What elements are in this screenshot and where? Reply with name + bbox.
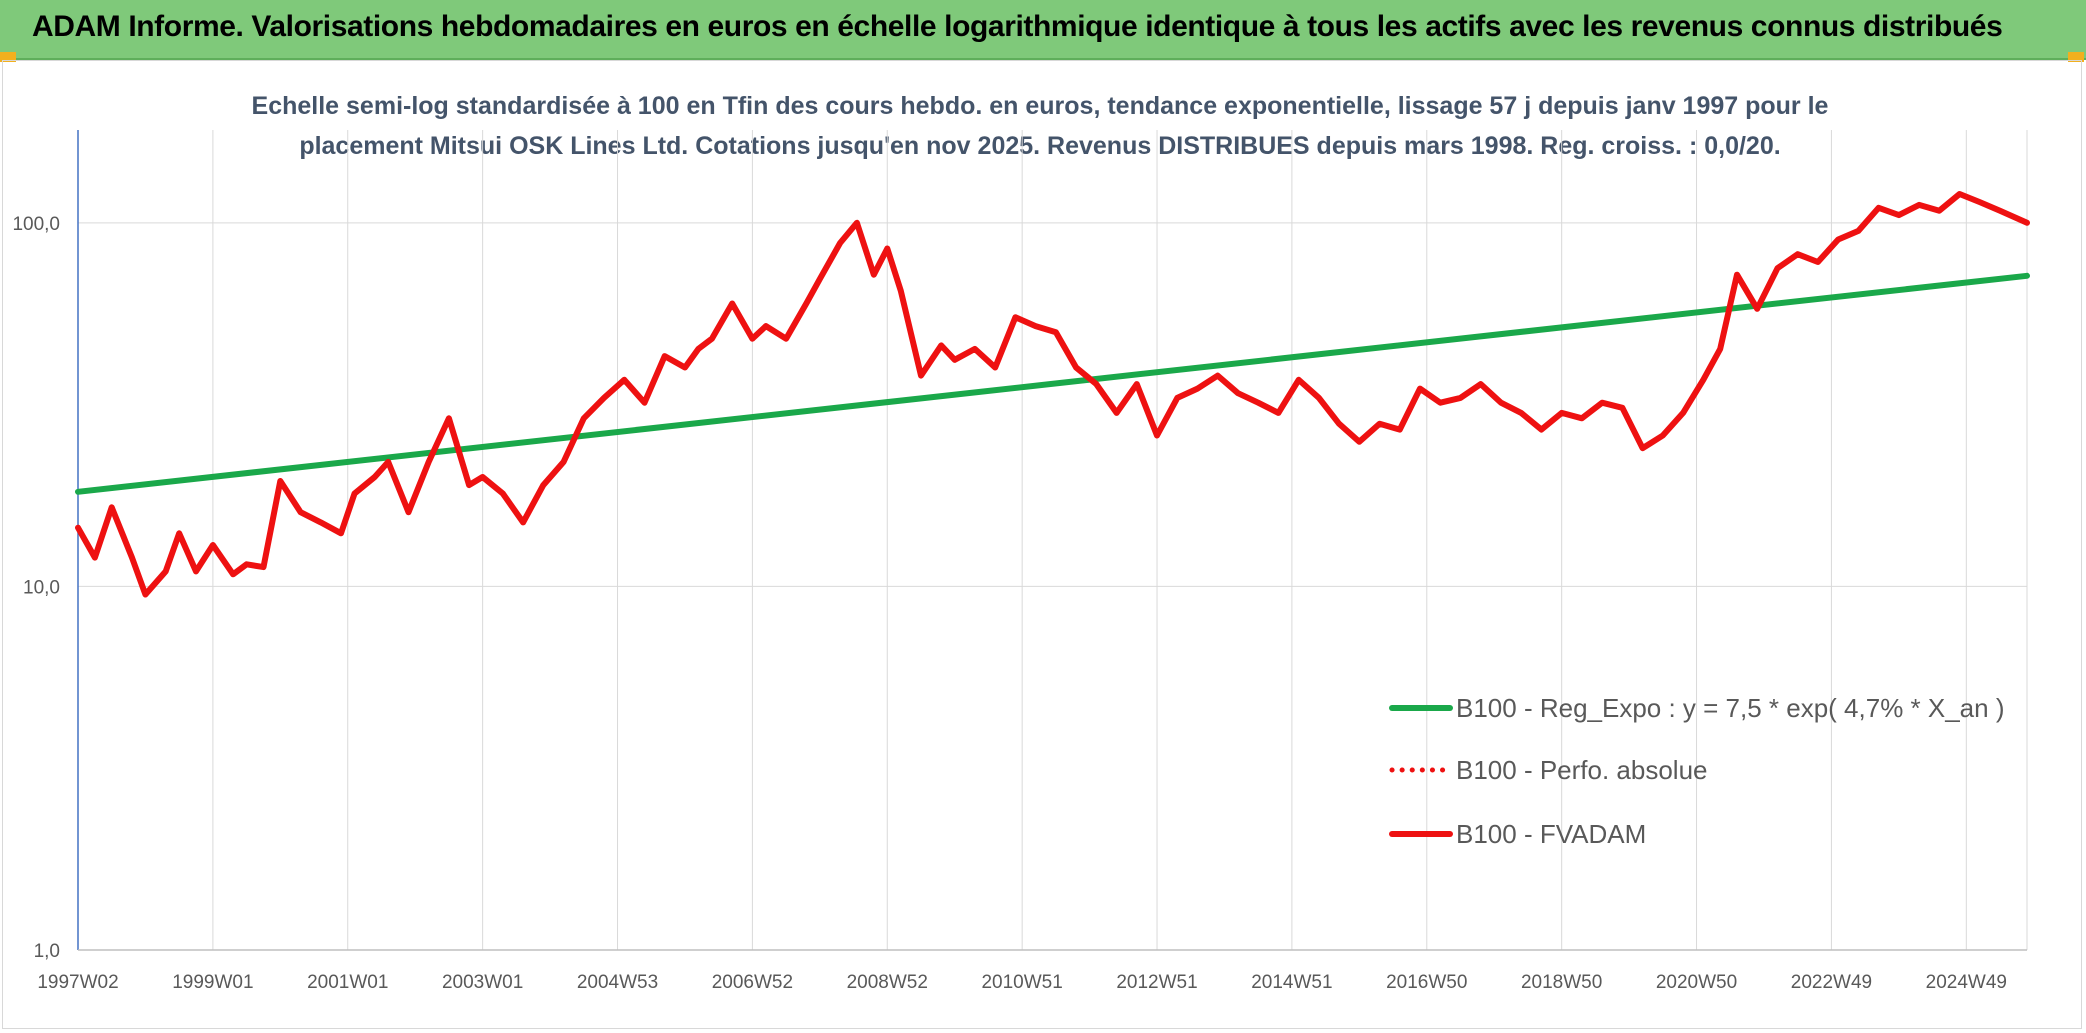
series-lines <box>75 191 2030 598</box>
legend-label-perfo: B100 - Perfo. absolue <box>1456 755 1708 785</box>
corner-marker-right <box>2068 52 2084 62</box>
x-tick-label-3: 2003W01 <box>442 972 523 993</box>
x-tick-label-14: 2024W49 <box>1926 972 2007 993</box>
chart-title-line1: Echelle semi-log standardisée à 100 en T… <box>251 92 1829 120</box>
chart-title-line2: placement Mitsui OSK Lines Ltd. Cotation… <box>299 132 1781 160</box>
gridlines <box>77 130 2028 951</box>
x-tick-label-6: 2008W52 <box>847 972 928 993</box>
series-trend-line <box>75 272 2030 495</box>
series-fvadam-line <box>75 191 2030 598</box>
x-tick-label-5: 2006W52 <box>712 972 793 993</box>
axes: 1997W02 1999W01 2001W01 2003W01 2004W53 2006W… <box>12 130 2027 993</box>
y-tick-label-2: 100,0 <box>12 214 60 235</box>
chart-frame <box>2 60 2082 1029</box>
x-tick-label-12: 2020W50 <box>1656 972 1737 993</box>
x-tick-label-1: 1999W01 <box>172 972 253 993</box>
y-tick-label-1: 10,0 <box>23 577 60 598</box>
x-tick-label-4: 2004W53 <box>577 972 658 993</box>
legend-label-trend: B100 - Reg_Expo : y = 7,5 * exp( 4,7% * … <box>1456 693 2005 723</box>
x-tick-label-9: 2014W51 <box>1251 972 1332 993</box>
title-banner: ADAM Informe. Valorisations hebdomadaire… <box>0 0 2086 60</box>
x-tick-label-13: 2022W49 <box>1791 972 1872 993</box>
x-tick-label-7: 2010W51 <box>981 972 1062 993</box>
x-tick-label-8: 2012W51 <box>1116 972 1197 993</box>
x-tick-label-2: 2001W01 <box>307 972 388 993</box>
corner-marker-left <box>0 52 16 62</box>
report-title: ADAM Informe. Valorisations hebdomadaire… <box>32 10 2003 43</box>
x-tick-label-0: 1997W02 <box>37 972 118 993</box>
x-tick-label-10: 2016W50 <box>1386 972 1467 993</box>
legend-label-fvadam: B100 - FVADAM <box>1456 819 1646 849</box>
legend: B100 - Reg_Expo : y = 7,5 * exp( 4,7% * … <box>1389 693 2005 849</box>
y-tick-label-0: 1,0 <box>34 941 60 962</box>
x-tick-label-11: 2018W50 <box>1521 972 1602 993</box>
